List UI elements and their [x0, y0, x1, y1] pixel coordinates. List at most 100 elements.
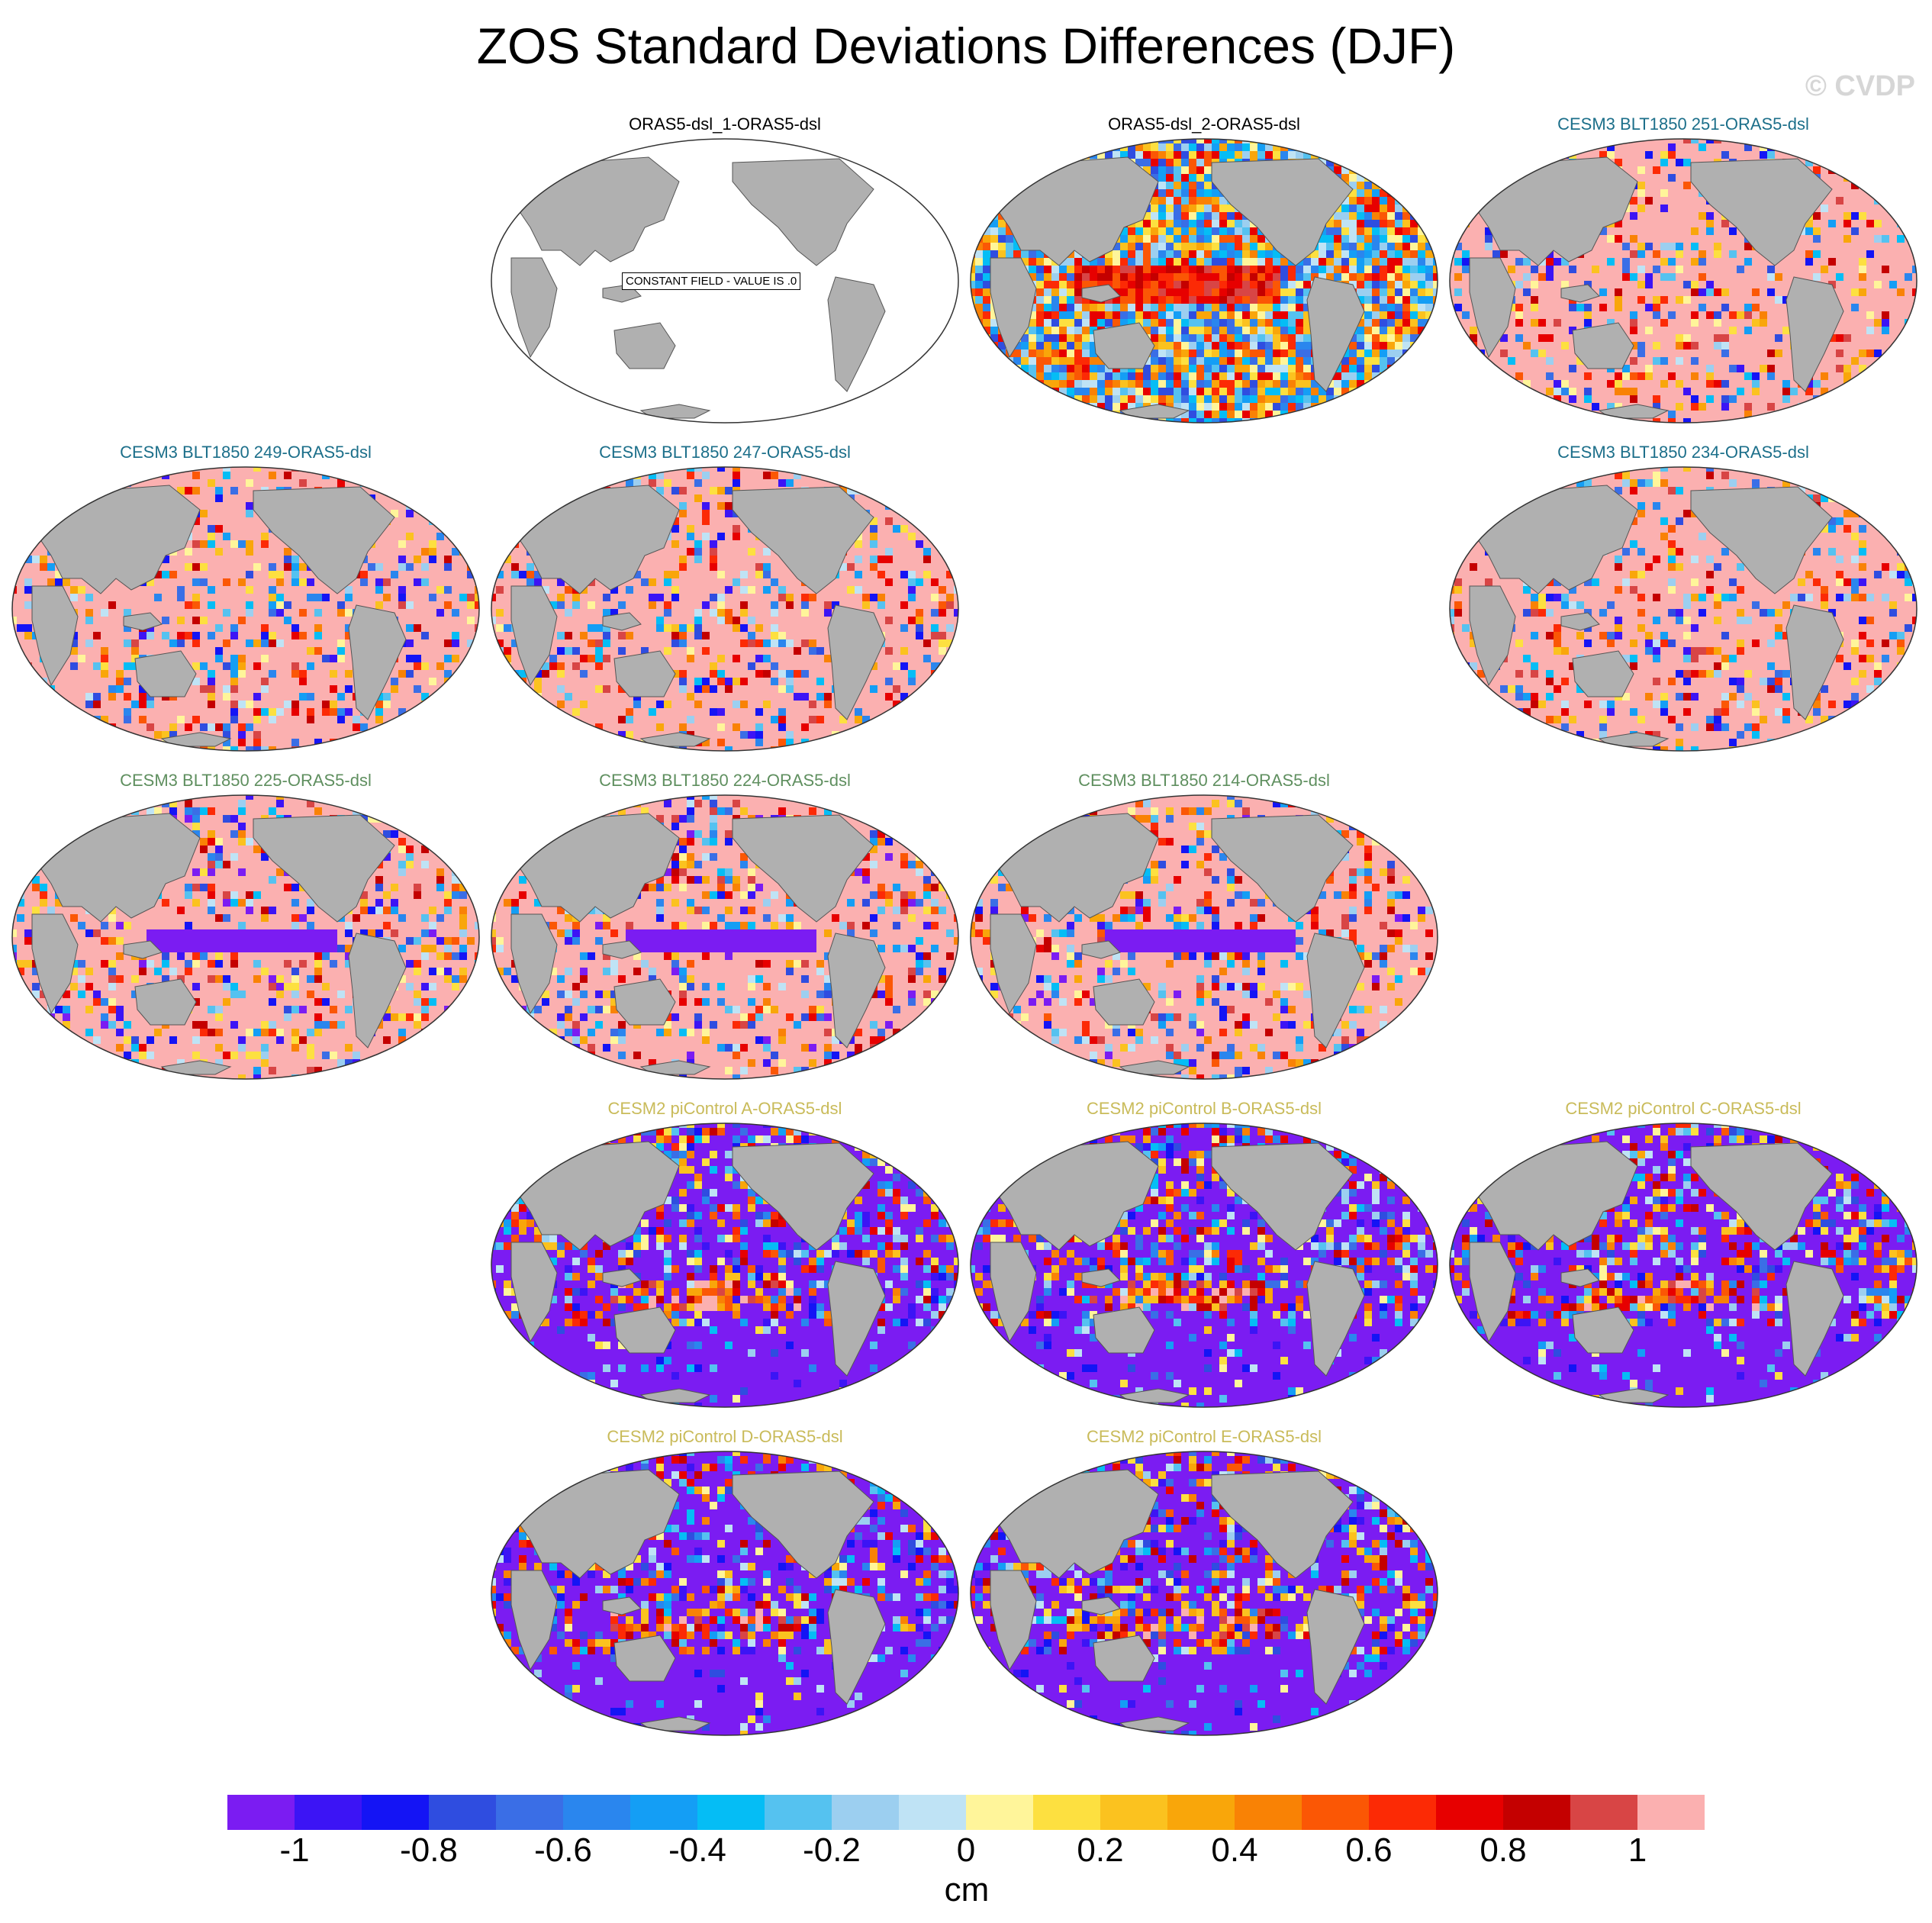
land-mass	[253, 486, 395, 594]
land-mass	[613, 1635, 676, 1682]
land-mass	[732, 486, 874, 594]
map-panel: CESM2 piControl E-ORAS5-dsl	[968, 1427, 1441, 1747]
map-panel: ORAS5-dsl_1-ORAS5-dsl CONSTANT FIELD - VA…	[488, 114, 961, 435]
land-mass	[517, 1141, 680, 1251]
colorbar-box	[966, 1795, 1033, 1830]
land-mass	[732, 1142, 874, 1251]
land-mass	[990, 913, 1037, 1015]
colorbar-tick: 0.6	[1345, 1831, 1392, 1870]
colorbar-box	[1503, 1795, 1570, 1830]
colorbar-tick: 0.4	[1211, 1831, 1257, 1870]
land-mass	[602, 940, 642, 959]
land-mass	[510, 1570, 558, 1671]
colorbar-box	[1100, 1795, 1167, 1830]
map-outline	[491, 138, 959, 424]
land-mass	[1785, 604, 1844, 720]
land-mass	[613, 322, 676, 369]
map-outline	[1449, 466, 1918, 752]
land-mass	[1469, 1242, 1516, 1343]
colorbar	[227, 1795, 1705, 1830]
map-panel: CESM2 piControl D-ORAS5-dsl	[488, 1427, 961, 1747]
robinson-map	[491, 794, 959, 1080]
land-mass	[1560, 284, 1600, 303]
land-mass	[253, 814, 395, 923]
land-mass	[1785, 1261, 1844, 1377]
map-panel: CESM3 BLT1850 249-ORAS5-dsl	[9, 443, 482, 763]
land-mass	[996, 1469, 1159, 1579]
colorbar-box	[1637, 1795, 1705, 1830]
colorbar-box	[630, 1795, 697, 1830]
colorbar-tick: 0.8	[1480, 1831, 1526, 1870]
map-outline	[1449, 138, 1918, 424]
robinson-map	[11, 794, 480, 1080]
panel-title: CESM3 BLT1850 247-ORAS5-dsl	[488, 443, 961, 462]
colorbar-tick: 1	[1628, 1831, 1647, 1870]
land-mass	[1093, 978, 1155, 1026]
map-outline	[970, 1123, 1438, 1408]
figure-title: ZOS Standard Deviations Differences (DJF…	[0, 17, 1932, 75]
robinson-map	[970, 794, 1438, 1080]
colorbar-box	[1436, 1795, 1503, 1830]
land-mass	[613, 1306, 676, 1354]
robinson-map	[11, 466, 480, 752]
panel-title: CESM2 piControl A-ORAS5-dsl	[488, 1099, 961, 1119]
land-mass	[613, 650, 676, 697]
land-mass	[990, 257, 1037, 359]
land-mass	[1081, 940, 1121, 959]
map-outline	[491, 1123, 959, 1408]
land-mass	[1690, 486, 1833, 594]
colorbar-box	[227, 1795, 295, 1830]
land-mass	[613, 978, 676, 1026]
land-mass	[510, 913, 558, 1015]
robinson-map	[1449, 1123, 1918, 1408]
colorbar-box	[429, 1795, 496, 1830]
colorbar-box	[1167, 1795, 1235, 1830]
robinson-map	[1449, 138, 1918, 424]
colorbar-box	[899, 1795, 966, 1830]
land-mass	[1572, 650, 1634, 697]
land-mass	[1306, 276, 1365, 392]
colorbar-box	[1235, 1795, 1302, 1830]
land-mass	[134, 650, 197, 697]
land-mass	[1306, 1589, 1365, 1705]
robinson-map	[970, 1123, 1438, 1408]
robinson-map	[1449, 466, 1918, 752]
map-panel: CESM3 BLT1850 251-ORAS5-dsl	[1447, 114, 1920, 435]
map-outline	[970, 138, 1438, 424]
land-mass	[510, 585, 558, 687]
land-mass	[732, 814, 874, 923]
land-mass	[827, 1261, 886, 1377]
colorbar-box	[832, 1795, 899, 1830]
land-mass	[123, 940, 163, 959]
land-mass	[602, 612, 642, 631]
land-mass	[732, 158, 874, 266]
land-mass	[1469, 585, 1516, 687]
land-mass	[517, 813, 680, 923]
land-mass	[732, 1470, 874, 1579]
land-mass	[602, 1268, 642, 1287]
panel-title: ORAS5-dsl_1-ORAS5-dsl	[488, 114, 961, 134]
land-mass	[1211, 158, 1354, 266]
panel-title: CESM3 BLT1850 214-ORAS5-dsl	[968, 771, 1441, 791]
land-mass	[1093, 322, 1155, 369]
panel-title: CESM3 BLT1850 234-ORAS5-dsl	[1447, 443, 1920, 462]
land-mass	[1093, 1635, 1155, 1682]
land-mass	[1475, 485, 1638, 594]
panel-title: CESM2 piControl E-ORAS5-dsl	[968, 1427, 1441, 1447]
panel-title: CESM3 BLT1850 251-ORAS5-dsl	[1447, 114, 1920, 134]
panel-title: CESM3 BLT1850 249-ORAS5-dsl	[9, 443, 482, 462]
robinson-map	[491, 1123, 959, 1408]
colorbar-tick: -0.4	[668, 1831, 726, 1870]
panel-title: CESM2 piControl B-ORAS5-dsl	[968, 1099, 1441, 1119]
land-mass	[1572, 322, 1634, 369]
land-mass	[348, 604, 407, 720]
robinson-map	[491, 466, 959, 752]
colorbar-box	[496, 1795, 563, 1830]
land-mass	[1211, 814, 1354, 923]
land-mass	[510, 1242, 558, 1343]
panel-title: CESM2 piControl C-ORAS5-dsl	[1447, 1099, 1920, 1119]
map-outline	[11, 794, 480, 1080]
colorbar-tick: -1	[279, 1831, 309, 1870]
land-mass	[1306, 933, 1365, 1048]
robinson-map	[970, 138, 1438, 424]
